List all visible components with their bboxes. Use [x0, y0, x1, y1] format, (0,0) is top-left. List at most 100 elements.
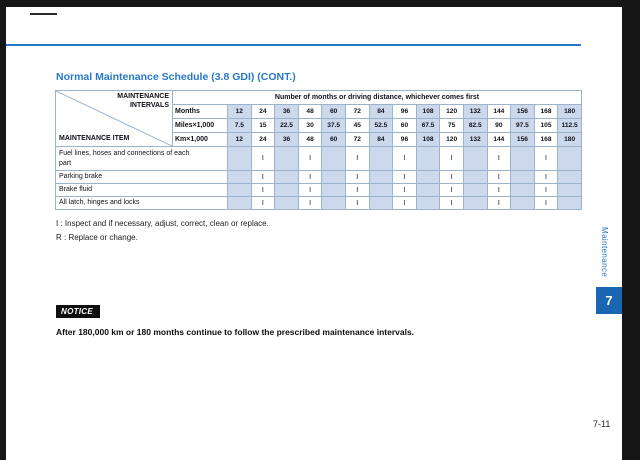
interval-value: 108 [415, 132, 441, 147]
mark-cell [510, 170, 535, 184]
mark-cell: I [297, 183, 323, 197]
mark-cell [368, 170, 394, 184]
mark-cell: I [486, 196, 512, 210]
mark-cell [227, 170, 252, 184]
interval-value: 120 [439, 104, 464, 119]
interval-value: 22.5 [274, 118, 299, 133]
mark-cell: I [392, 196, 417, 210]
mark-cell [557, 146, 582, 171]
legend-inspect-line: I : Inspect and if necessary, adjust, co… [56, 219, 269, 228]
interval-value: 36 [274, 132, 299, 147]
mark-cell [415, 170, 441, 184]
interval-value: 105 [533, 118, 559, 133]
mark-cell: I [439, 146, 464, 171]
mark-cell: I [297, 146, 323, 171]
interval-value: 112.5 [557, 118, 582, 133]
item-name: All latch, hinges and locks [55, 196, 228, 210]
mark-cell: I [486, 146, 512, 171]
mark-cell [321, 183, 346, 197]
notice-badge: NOTICE [56, 305, 101, 318]
mark-cell: I [250, 196, 276, 210]
interval-row: Miles×1,000 7.5 15 22.5 30 37.5 45 52.5 60 67.5 75… [56, 118, 582, 133]
mark-cell: I [439, 183, 464, 197]
interval-value: 168 [533, 132, 559, 147]
interval-value: 156 [510, 104, 535, 119]
interval-value: 156 [510, 132, 535, 147]
notice-text: After 180,000 km or 180 months continue … [56, 327, 415, 337]
mark-cell [510, 196, 535, 210]
interval-label: Km×1,000 [172, 132, 228, 147]
mark-cell [274, 196, 299, 210]
chapter-side-label: Maintenance [600, 227, 609, 278]
mark-cell [274, 183, 299, 197]
mark-cell [415, 196, 441, 210]
mark-cell [227, 196, 252, 210]
corner-intervals-label: MAINTENANCE INTERVALS [117, 93, 169, 109]
table-header-row: MAINTENANCE INTERVALS MAINTENANCE ITEM N… [55, 90, 582, 147]
interval-value: 60 [321, 132, 346, 147]
mark-cell: I [533, 170, 559, 184]
interval-value: 7.5 [227, 118, 252, 133]
mark-cell [321, 146, 346, 171]
mark-cell [368, 146, 394, 171]
mark-cell: I [297, 196, 323, 210]
interval-label: Months [172, 104, 228, 119]
interval-value: 96 [392, 104, 417, 119]
mark-cell: I [486, 183, 512, 197]
mark-cell [415, 146, 441, 171]
schedule-table-body: MAINTENANCE INTERVALS MAINTENANCE ITEM N… [55, 90, 582, 210]
interval-value: 180 [557, 132, 582, 147]
maintenance-schedule-table: MAINTENANCE INTERVALS MAINTENANCE ITEM N… [55, 90, 582, 210]
interval-value: 90 [486, 118, 512, 133]
item-row: Fuel lines, hoses and connections of eac… [55, 146, 582, 171]
item-name: Brake fluid [55, 183, 228, 197]
mark-cell [368, 196, 394, 210]
mark-cell: I [344, 196, 370, 210]
mark-cell [368, 183, 394, 197]
legend: I : Inspect and if necessary, adjust, co… [56, 217, 269, 245]
interval-value: 36 [274, 104, 299, 119]
item-name: Fuel lines, hoses and connections of eac… [55, 146, 228, 171]
mark-cell [462, 146, 488, 171]
mark-cell [462, 170, 488, 184]
intervals-span-header: Number of months or driving distance, wh… [172, 90, 582, 105]
interval-value: 48 [297, 132, 323, 147]
interval-value: 180 [557, 104, 582, 119]
interval-value: 108 [415, 104, 441, 119]
interval-value: 96 [392, 132, 417, 147]
interval-value: 72 [344, 104, 370, 119]
mark-cell [557, 183, 582, 197]
interval-value: 30 [297, 118, 323, 133]
interval-value: 97.5 [510, 118, 535, 133]
item-row: All latch, hinges and locks I I I I I I I [55, 196, 582, 210]
mark-cell: I [486, 170, 512, 184]
interval-value: 132 [462, 132, 488, 147]
interval-label: Miles×1,000 [172, 118, 228, 133]
mark-cell [510, 146, 535, 171]
mark-cell: I [344, 146, 370, 171]
interval-value: 12 [227, 132, 252, 147]
mark-cell [462, 183, 488, 197]
interval-value: 84 [368, 132, 394, 147]
item-row: Brake fluid I I I I I I I [55, 183, 582, 197]
mark-cell [321, 170, 346, 184]
interval-value: 12 [227, 104, 252, 119]
chapter-tab: 7 [596, 287, 622, 314]
mark-cell: I [392, 170, 417, 184]
mark-cell [274, 170, 299, 184]
mark-cell [557, 196, 582, 210]
page-edge-right [622, 0, 640, 460]
interval-value: 24 [250, 132, 276, 147]
mark-cell: I [439, 170, 464, 184]
interval-row: Months 12 24 36 48 60 72 84 96 108 120 132 144 156 168… [56, 104, 582, 119]
interval-value: 144 [486, 132, 512, 147]
mark-cell: I [533, 183, 559, 197]
mark-cell: I [533, 196, 559, 210]
mark-cell [227, 183, 252, 197]
interval-value: 168 [533, 104, 559, 119]
diagonal-line [56, 91, 172, 146]
mark-cell: I [297, 170, 323, 184]
mark-cell: I [533, 146, 559, 171]
item-name: Parking brake [55, 170, 228, 184]
legend-replace-line: R : Replace or change. [56, 233, 138, 242]
